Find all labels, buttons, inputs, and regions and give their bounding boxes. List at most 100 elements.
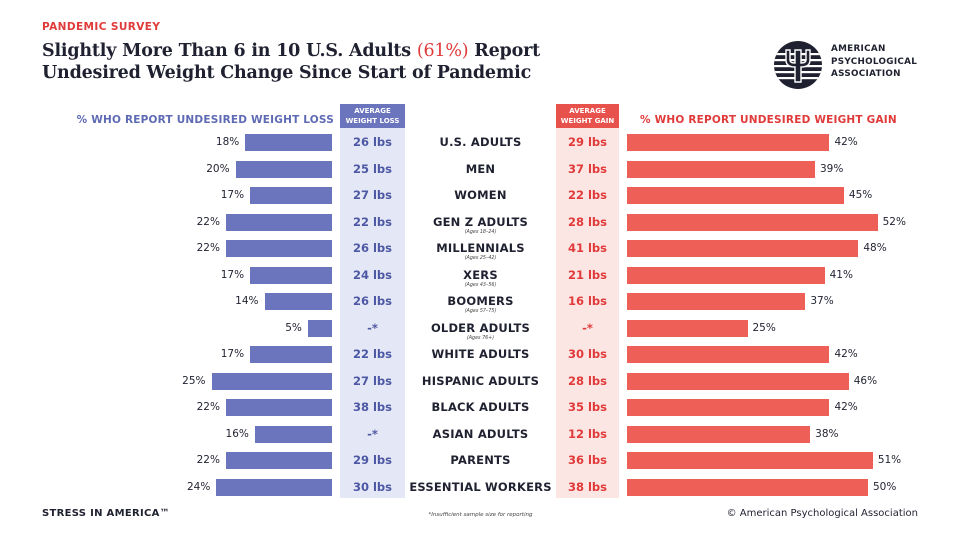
category-label: BLACK ADULTS <box>405 400 556 414</box>
avg-gain-value: 21 lbs <box>556 268 619 282</box>
loss-bar <box>245 134 332 151</box>
gain-bar <box>627 399 829 416</box>
avg-gain-value: -* <box>556 321 619 335</box>
chart-row: 17% 24 lbs XERS (Ages 43–56) 21 lbs 41% <box>0 262 974 288</box>
loss-bar <box>250 267 332 284</box>
avg-loss-value: 27 lbs <box>340 374 405 388</box>
category-age-range: (Ages 25–42) <box>405 256 556 261</box>
gain-pct-label: 42% <box>834 136 874 148</box>
avg-gain-value: 16 lbs <box>556 294 619 308</box>
chart-row: 16% -* ASIAN ADULTS 12 lbs 38% <box>0 421 974 447</box>
loss-bar <box>226 214 332 231</box>
gain-bar <box>627 134 829 151</box>
avg-loss-value: 30 lbs <box>340 480 405 494</box>
avg-gain-value: 38 lbs <box>556 480 619 494</box>
category-label: PARENTS <box>405 453 556 467</box>
copyright: © American Psychological Association <box>700 508 918 519</box>
gain-pct-label: 52% <box>883 216 923 228</box>
loss-pct-label: 20% <box>190 163 230 175</box>
category-age-range: (Ages 57–75) <box>405 309 556 314</box>
gain-bar <box>627 320 748 337</box>
eyebrow-label: PANDEMIC SURVEY <box>42 21 160 33</box>
gain-pct-label: 51% <box>878 454 918 466</box>
category-age-range: (Ages 76+) <box>405 336 556 341</box>
logo-line-1: AMERICAN <box>831 43 921 56</box>
avg-gain-value: 22 lbs <box>556 188 619 202</box>
gain-pct-label: 38% <box>815 428 855 440</box>
avg-loss-value: 38 lbs <box>340 400 405 414</box>
gain-pct-label: 39% <box>820 163 860 175</box>
gain-bar <box>627 267 825 284</box>
gain-bar <box>627 187 844 204</box>
avg-loss-value: 27 lbs <box>340 188 405 202</box>
gain-pct-label: 42% <box>834 348 874 360</box>
avg-loss-value: 24 lbs <box>340 268 405 282</box>
loss-pct-label: 22% <box>180 401 220 413</box>
chart-row: 24% 30 lbs ESSENTIAL WORKERS 38 lbs 50% <box>0 474 974 500</box>
loss-pct-label: 16% <box>209 428 249 440</box>
loss-pct-label: 5% <box>262 322 302 334</box>
category-label: ASIAN ADULTS <box>405 427 556 441</box>
loss-bar <box>250 187 332 204</box>
avg-loss-value: -* <box>340 427 405 441</box>
gain-pct-label: 46% <box>854 375 894 387</box>
chart-row: 17% 22 lbs WHITE ADULTS 30 lbs 42% <box>0 341 974 367</box>
category-label: BOOMERS <box>405 294 556 308</box>
avg-loss-value: 26 lbs <box>340 135 405 149</box>
category-label: OLDER ADULTS <box>405 321 556 335</box>
category-label: HISPANIC ADULTS <box>405 374 556 388</box>
avg-gain-value: 28 lbs <box>556 215 619 229</box>
weight-loss-header: % WHO REPORT UNDESIRED WEIGHT LOSS <box>60 114 334 126</box>
gain-bar <box>627 373 849 390</box>
chart-row: 25% 27 lbs HISPANIC ADULTS 28 lbs 46% <box>0 368 974 394</box>
avg-gain-column-header: AVERAGE WEIGHT GAIN <box>556 104 619 128</box>
avg-gain-value: 41 lbs <box>556 241 619 255</box>
gain-pct-label: 42% <box>834 401 874 413</box>
avg-loss-value: 26 lbs <box>340 294 405 308</box>
gain-pct-label: 45% <box>849 189 889 201</box>
loss-bar <box>226 452 332 469</box>
gain-bar <box>627 426 810 443</box>
loss-bar <box>255 426 332 443</box>
apa-logo-icon <box>773 40 823 90</box>
gain-pct-label: 37% <box>810 295 850 307</box>
chart-row: 14% 26 lbs BOOMERS (Ages 57–75) 16 lbs 37% <box>0 288 974 314</box>
avg-gain-value: 37 lbs <box>556 162 619 176</box>
category-label: MEN <box>405 162 556 176</box>
gain-bar <box>627 214 878 231</box>
loss-bar <box>212 373 333 390</box>
loss-bar <box>226 240 332 257</box>
loss-pct-label: 14% <box>219 295 259 307</box>
avg-gain-value: 28 lbs <box>556 374 619 388</box>
category-label: XERS <box>405 268 556 282</box>
loss-pct-label: 17% <box>204 348 244 360</box>
avg-loss-value: 22 lbs <box>340 347 405 361</box>
chart-row: 22% 29 lbs PARENTS 36 lbs 51% <box>0 447 974 473</box>
loss-pct-label: 17% <box>204 189 244 201</box>
chart-row: 22% 26 lbs MILLENNIALS (Ages 25–42) 41 lbs 48… <box>0 235 974 261</box>
avg-gain-value: 29 lbs <box>556 135 619 149</box>
loss-pct-label: 17% <box>204 269 244 281</box>
chart-title: Slightly More Than 6 in 10 U.S. Adults (… <box>42 40 602 84</box>
footer-brand: STRESS IN AMERICA™ <box>42 508 170 519</box>
category-age-range: (Ages 18–24) <box>405 230 556 235</box>
category-label: GEN Z ADULTS <box>405 215 556 229</box>
title-part-1: Slightly More Than 6 in 10 U.S. Adults <box>42 41 417 61</box>
gain-pct-label: 25% <box>753 322 793 334</box>
chart-row: 17% 27 lbs WOMEN 22 lbs 45% <box>0 182 974 208</box>
loss-bar <box>265 293 332 310</box>
avg-gain-value: 12 lbs <box>556 427 619 441</box>
avg-loss-value: 25 lbs <box>340 162 405 176</box>
chart-row: 5% -* OLDER ADULTS (Ages 76+) -* 25% <box>0 315 974 341</box>
loss-pct-label: 24% <box>170 481 210 493</box>
chart-row: 22% 22 lbs GEN Z ADULTS (Ages 18–24) 28 lbs 5… <box>0 209 974 235</box>
footnote: *Insufficient sample size for reporting <box>405 512 556 518</box>
gain-bar <box>627 346 829 363</box>
avg-gain-value: 35 lbs <box>556 400 619 414</box>
category-label: U.S. ADULTS <box>405 135 556 149</box>
loss-pct-label: 18% <box>199 136 239 148</box>
chart-row: 20% 25 lbs MEN 37 lbs 39% <box>0 156 974 182</box>
chart-row: 22% 38 lbs BLACK ADULTS 35 lbs 42% <box>0 394 974 420</box>
category-label: WHITE ADULTS <box>405 347 556 361</box>
loss-pct-label: 22% <box>180 216 220 228</box>
